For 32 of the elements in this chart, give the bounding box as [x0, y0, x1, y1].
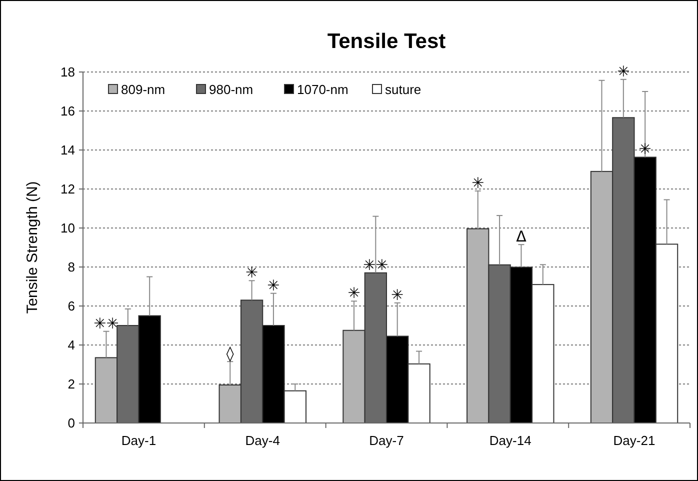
- data-label: ✳: [391, 286, 404, 304]
- y-tick-label: 4: [68, 338, 75, 353]
- data-label: ✳: [267, 276, 280, 294]
- data-label: ✳✳: [94, 314, 119, 332]
- data-label: ✳: [472, 174, 484, 192]
- legend-label: 809-nm: [121, 82, 166, 97]
- y-tick-label: 10: [60, 220, 75, 236]
- data-label: ✳: [638, 140, 652, 158]
- y-tick-label: 12: [60, 182, 75, 197]
- x-tick-label: Day-1: [121, 433, 156, 448]
- x-tick-label: Day-4: [245, 433, 280, 448]
- data-label: Δ: [516, 228, 528, 246]
- x-tick-label: Day-21: [613, 433, 656, 448]
- y-tick-label: 0: [68, 416, 75, 431]
- legend-label: 980-nm: [209, 82, 254, 97]
- data-label: ✳✳: [363, 256, 388, 274]
- y-axis-title: Tensile Strength (N): [24, 181, 41, 314]
- data-label: ✳: [348, 284, 360, 302]
- data-label: ✳: [245, 264, 258, 282]
- y-tick-label: 6: [68, 298, 75, 314]
- y-tick-label: 18: [60, 64, 75, 80]
- y-tick-label: 8: [68, 260, 75, 275]
- legend-label: suture: [385, 82, 422, 97]
- data-label: ◊: [226, 344, 234, 363]
- x-tick-label: Day-14: [489, 433, 532, 448]
- y-tick-label: 14: [60, 142, 75, 158]
- x-tick-label: Day-7: [369, 433, 404, 448]
- y-tick-label: 2: [68, 376, 75, 392]
- legend-label: 1070-nm: [297, 82, 348, 97]
- chart-title: Tensile Test: [327, 30, 446, 53]
- data-label: ✳: [617, 62, 630, 80]
- y-tick-label: 16: [60, 104, 75, 119]
